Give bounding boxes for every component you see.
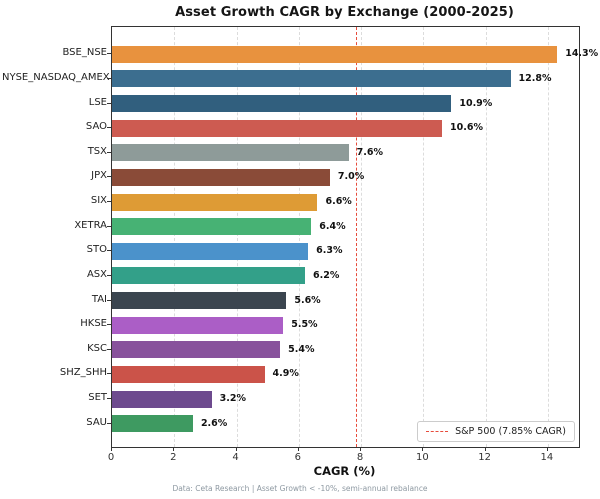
y-axis-label: HKSE xyxy=(80,318,107,330)
y-axis-label: KSC xyxy=(87,342,107,354)
bar-value-label: 6.6% xyxy=(325,196,352,208)
bar-bse_nse xyxy=(112,45,558,63)
gridline xyxy=(485,27,487,447)
y-axis-label: NYSE_NASDAQ_AMEX xyxy=(2,71,110,83)
y-tick-mark xyxy=(107,127,111,129)
y-tick-mark xyxy=(107,274,111,276)
y-tick-mark xyxy=(107,176,111,178)
y-tick-mark xyxy=(107,324,111,326)
bar-value-label: 6.2% xyxy=(313,269,340,281)
bar-value-label: 10.9% xyxy=(459,97,493,109)
y-tick-mark xyxy=(107,422,111,424)
y-axis-label: JPX xyxy=(91,170,107,182)
gridline xyxy=(547,27,549,447)
bar-value-label: 7.6% xyxy=(356,146,383,158)
bar-tsx xyxy=(112,144,349,162)
bar-value-label: 10.6% xyxy=(450,122,483,134)
x-tick-mark xyxy=(422,447,424,451)
x-tick-mark xyxy=(235,447,237,451)
bar-value-label: 6.3% xyxy=(316,245,343,257)
y-tick-mark xyxy=(107,398,111,400)
y-tick-mark xyxy=(107,373,111,375)
bar-value-label: 6.4% xyxy=(319,220,346,232)
y-axis-label: SIX xyxy=(90,195,107,207)
y-tick-mark xyxy=(107,53,111,55)
y-tick-mark xyxy=(107,299,111,301)
bar-sau xyxy=(112,415,193,433)
bar-value-label: 5.5% xyxy=(291,319,318,331)
x-tick-label: 2 xyxy=(170,452,177,463)
y-axis-label: ASX xyxy=(86,268,107,280)
y-tick-mark xyxy=(107,250,111,252)
x-tick-label: 12 xyxy=(478,452,491,463)
x-tick-mark xyxy=(546,447,548,451)
y-tick-mark xyxy=(107,225,111,227)
bar-sao xyxy=(112,119,442,137)
x-tick-mark xyxy=(484,447,486,451)
bar-jpx xyxy=(112,168,330,186)
bar-value-label: 5.6% xyxy=(294,294,321,306)
legend: S&P 500 (7.85% CAGR) xyxy=(417,421,575,442)
y-tick-mark xyxy=(107,151,111,153)
y-axis-label: LSE xyxy=(88,96,107,108)
gridline xyxy=(423,27,425,447)
gridline xyxy=(174,27,176,447)
x-tick-label: 0 xyxy=(107,452,115,463)
gridline xyxy=(236,27,238,447)
x-tick-mark xyxy=(297,447,299,451)
footer-note: Data: Ceta Research | Asset Growth < -10… xyxy=(172,484,428,493)
bar-six xyxy=(112,193,318,211)
bar-set xyxy=(112,390,212,408)
bar-tai xyxy=(112,292,287,310)
bar-value-label: 3.2% xyxy=(219,393,246,405)
x-tick-label: 4 xyxy=(232,452,239,463)
y-axis-label: SAO xyxy=(85,121,107,133)
bar-value-label: 5.4% xyxy=(288,343,315,355)
x-tick-label: 14 xyxy=(540,452,554,463)
x-tick-label: 6 xyxy=(294,452,301,463)
bar-value-label: 4.9% xyxy=(272,368,299,380)
bar-nyse_nasdaq_amex xyxy=(112,70,511,88)
x-tick-label: 8 xyxy=(356,452,364,463)
y-axis-label: SAU xyxy=(86,416,107,428)
bar-value-label: 7.0% xyxy=(337,171,365,183)
bar-value-label: 12.8% xyxy=(518,72,552,84)
x-tick-mark xyxy=(111,447,112,451)
legend-label: S&P 500 (7.85% CAGR) xyxy=(455,426,566,437)
bar-ksc xyxy=(112,341,281,359)
bar-hkse xyxy=(112,316,284,334)
y-tick-mark xyxy=(107,77,111,79)
bar-value-label: 2.6% xyxy=(200,417,228,429)
y-tick-mark xyxy=(107,348,111,350)
sp500-reference-line xyxy=(356,27,358,447)
x-axis-title: CAGR (%) xyxy=(313,464,376,478)
gridline xyxy=(361,27,363,447)
y-axis-label: TSX xyxy=(87,145,107,157)
bar-sto xyxy=(112,242,309,260)
bar-value-label: 14.3% xyxy=(565,48,599,60)
y-axis-label: BSE_NSE xyxy=(62,47,108,59)
y-axis-label: SHZ_SHH xyxy=(59,367,107,379)
y-axis-label: SET xyxy=(88,392,107,404)
y-axis-label: STO xyxy=(86,244,107,256)
y-axis-label: TAI xyxy=(91,293,107,305)
y-tick-mark xyxy=(107,201,111,203)
bar-xetra xyxy=(112,218,312,236)
x-tick-label: 10 xyxy=(415,452,429,463)
x-tick-mark xyxy=(360,447,362,451)
chart-title: Asset Growth CAGR by Exchange (2000-2025… xyxy=(175,5,514,20)
y-axis-label: XETRA xyxy=(74,219,107,231)
bar-shz_shh xyxy=(112,365,265,383)
y-tick-mark xyxy=(107,102,111,104)
x-tick-mark xyxy=(173,447,175,451)
bar-lse xyxy=(112,95,452,113)
bar-asx xyxy=(112,267,306,285)
legend-dashed-line-swatch xyxy=(426,431,449,432)
plot-area: S&P 500 (7.85% CAGR) 14.3% 12.8% 10.9% 10.6… xyxy=(111,26,598,448)
gridline xyxy=(298,27,300,447)
